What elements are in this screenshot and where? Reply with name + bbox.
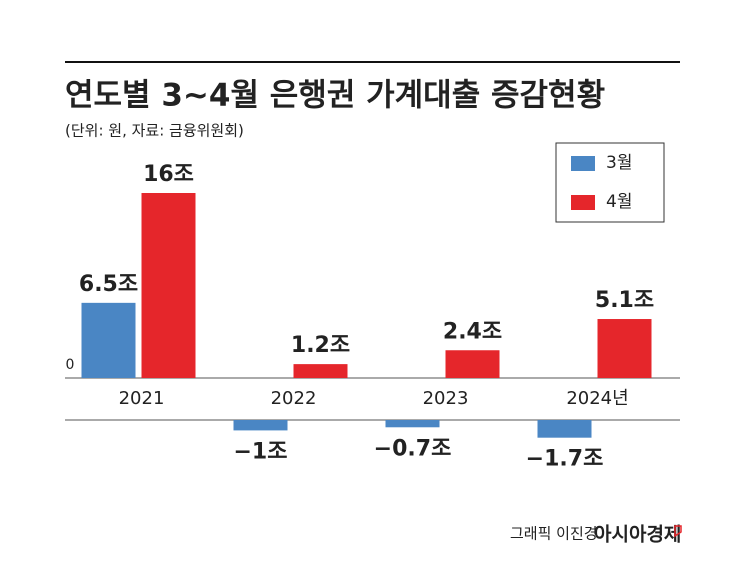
legend-swatch [571, 195, 595, 210]
y-tick-label: 0 [66, 357, 75, 373]
value-label: 1.2조 [291, 333, 350, 358]
legend-label: 4월 [606, 192, 632, 212]
chart-subtitle: (단위: 원, 자료: 금융위원회) [65, 122, 244, 140]
x-tick-label: 2022 [271, 388, 317, 409]
legend-swatch [571, 156, 595, 171]
x-tick-label: 2024년 [566, 388, 628, 409]
bar [445, 350, 500, 378]
value-label: 16조 [143, 162, 194, 187]
bar [233, 420, 288, 431]
legend-label: 3월 [606, 153, 632, 173]
x-tick-label: 2023 [423, 388, 469, 409]
bar [597, 319, 652, 378]
publisher: 아시아경제 [594, 524, 681, 546]
bar [81, 302, 136, 378]
chart-title: 연도별 3~4월 은행권 가계대출 증감현황 [65, 78, 605, 114]
source: 그래픽 이진경 [510, 525, 598, 543]
value-label: −0.7조 [374, 436, 452, 461]
value-label: −1조 [234, 439, 288, 464]
bar [385, 420, 440, 428]
value-label: 2.4조 [443, 319, 502, 344]
bar [141, 193, 196, 378]
bar [293, 364, 348, 378]
value-label: 6.5조 [79, 272, 138, 297]
value-label: −1.7조 [526, 447, 604, 472]
bar [537, 420, 592, 438]
value-label: 5.1조 [595, 288, 654, 313]
x-tick-label: 2021 [119, 388, 165, 409]
logo-mark [674, 525, 682, 538]
